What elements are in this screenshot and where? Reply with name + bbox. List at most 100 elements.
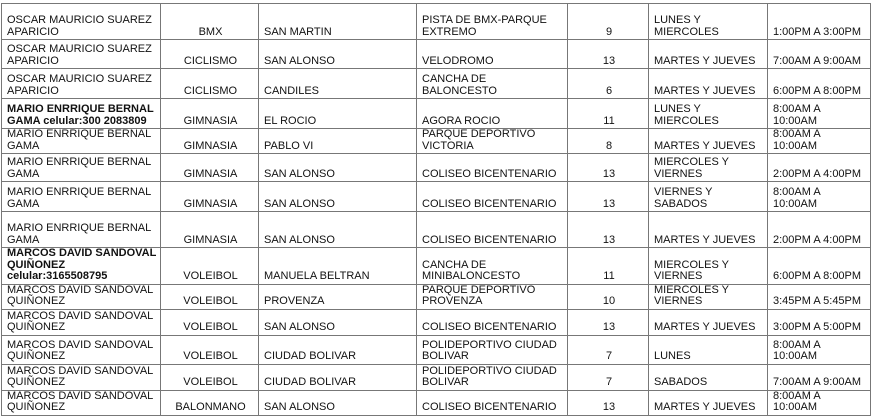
- instructor-cell: MARIO ENRRIQUE BERNAL GAMA: [1, 181, 161, 212]
- time-cell: 7:00AM A 9:00AM: [767, 363, 871, 391]
- days-cell: LUNES Y MIERCOLES: [648, 3, 768, 40]
- venue-cell: COLISEO BICENTENARIO: [416, 211, 568, 248]
- days-cell: MARTES Y JUEVES: [648, 128, 768, 154]
- venue-cell: PISTA DE BMX-PARQUE EXTREMO: [416, 3, 568, 40]
- instructor-cell: MARCOS DAVID SANDOVAL QUIÑONEZ: [1, 334, 161, 365]
- count-cell: 6: [567, 68, 649, 99]
- barrio-cell: CIUDAD BOLIVAR: [258, 334, 417, 365]
- barrio-cell: SAN ALONSO: [258, 308, 417, 336]
- venue-cell: CANCHA DE MINIBALONCESTO: [416, 247, 568, 285]
- time-cell: 6:00PM A 8:00PM: [767, 68, 871, 99]
- table-row: OSCAR MAURICIO SUAREZ APARICIO CICLISMO CA…: [1, 68, 871, 99]
- count-cell: 7: [567, 334, 649, 365]
- barrio-cell: SAN ALONSO: [258, 39, 417, 69]
- days-cell: MARTES Y JUEVES: [648, 389, 768, 416]
- count-cell: 9: [567, 3, 649, 40]
- days-cell: MIERCOLES Y VIERNES: [648, 283, 768, 310]
- venue-cell: COLISEO BICENTENARIO: [416, 153, 568, 182]
- time-cell: 8:00AM A 10:00AM: [767, 181, 871, 212]
- venue-cell: POLIDEPORTIVO CIUDAD BOLIVAR: [416, 334, 568, 365]
- barrio-cell: PABLO VI: [258, 128, 417, 154]
- table-row: MARCOS DAVID SANDOVAL QUIÑONEZ VOLEIBOL CI…: [1, 334, 871, 365]
- barrio-cell: SAN ALONSO: [258, 181, 417, 212]
- sport-cell: BMX: [160, 3, 259, 40]
- venue-cell: POLIDEPORTIVO CIUDAD BOLIVAR: [416, 363, 568, 391]
- sport-cell: VOLEIBOL: [160, 334, 259, 365]
- venue-cell: PARQUE DEPORTIVO VICTORIA: [416, 128, 568, 154]
- barrio-cell: SAN ALONSO: [258, 211, 417, 248]
- table-row: MARIO ENRRIQUE BERNAL GAMA celular:300 2…: [1, 98, 871, 129]
- time-cell: 7:00AM A 9:00AM: [767, 39, 871, 69]
- time-cell: 2:00PM A 4:00PM: [767, 211, 871, 248]
- time-cell: 8:00AM A 10:00AM: [767, 98, 871, 129]
- barrio-cell: CIUDAD BOLIVAR: [258, 363, 417, 391]
- sport-cell: CICLISMO: [160, 68, 259, 99]
- sport-cell: GIMNASIA: [160, 211, 259, 248]
- table-row: MARIO ENRRIQUE BERNAL GAMA GIMNASIA PABLO …: [1, 128, 871, 154]
- venue-cell: COLISEO BICENTENARIO: [416, 308, 568, 336]
- count-cell: 13: [567, 389, 649, 416]
- venue-cell: PARQUE DEPORTIVO PROVENZA: [416, 283, 568, 310]
- sport-cell: VOLEIBOL: [160, 308, 259, 336]
- days-cell: MIERCOLES Y VIERNES: [648, 153, 768, 182]
- venue-cell: CANCHA DE BALONCESTO: [416, 68, 568, 99]
- time-cell: 6:00PM A 8:00PM: [767, 247, 871, 285]
- time-cell: 3:45PM A 5:45PM: [767, 283, 871, 310]
- count-cell: 13: [567, 181, 649, 212]
- table-row: OSCAR MAURICIO SUAREZ APARICIO BMX SAN MAR…: [1, 3, 871, 40]
- days-cell: MARTES Y JUEVES: [648, 68, 768, 99]
- days-cell: LUNES Y MIERCOLES: [648, 98, 768, 129]
- instructor-cell: MARIO ENRRIQUE BERNAL GAMA: [1, 211, 161, 248]
- table-row: MARCOS DAVID SANDOVAL QUIÑONEZ celular:3…: [1, 247, 871, 285]
- sport-cell: GIMNASIA: [160, 181, 259, 212]
- time-cell: 3:00PM A 5:00PM: [767, 308, 871, 336]
- days-cell: SABADOS: [648, 363, 768, 391]
- schedule-table: OSCAR MAURICIO SUAREZ APARICIO BMX SAN MAR…: [1, 3, 871, 416]
- barrio-cell: SAN ALONSO: [258, 153, 417, 182]
- table-row: MARIO ENRRIQUE BERNAL GAMA GIMNASIA SAN AL…: [1, 153, 871, 182]
- sport-cell: GIMNASIA: [160, 98, 259, 129]
- count-cell: 10: [567, 283, 649, 310]
- barrio-cell: CANDILES: [258, 68, 417, 99]
- time-cell: 8:00AM A 10:00AM: [767, 334, 871, 365]
- sport-cell: CICLISMO: [160, 39, 259, 69]
- count-cell: 13: [567, 153, 649, 182]
- table-row: MARCOS DAVID SANDOVAL QUIÑONEZ VOLEIBOL CI…: [1, 363, 871, 391]
- count-cell: 13: [567, 39, 649, 69]
- table-row: MARCOS DAVID SANDOVAL QUIÑONEZ BALONMANO S…: [1, 389, 871, 416]
- venue-cell: VELODROMO: [416, 39, 568, 69]
- time-cell: 8:00AM A 10:00AM: [767, 128, 871, 154]
- instructor-cell: MARIO ENRRIQUE BERNAL GAMA: [1, 153, 161, 182]
- instructor-cell: MARCOS DAVID SANDOVAL QUIÑONEZ: [1, 283, 161, 310]
- barrio-cell: EL ROCIO: [258, 98, 417, 129]
- days-cell: MARTES Y JUEVES: [648, 211, 768, 248]
- instructor-cell: MARCOS DAVID SANDOVAL QUIÑONEZ: [1, 389, 161, 416]
- days-cell: MARTES Y JUEVES: [648, 39, 768, 69]
- count-cell: 13: [567, 308, 649, 336]
- venue-cell: COLISEO BICENTENARIO: [416, 389, 568, 416]
- count-cell: 11: [567, 98, 649, 129]
- barrio-cell: PROVENZA: [258, 283, 417, 310]
- table-row: MARCOS DAVID SANDOVAL QUIÑONEZ VOLEIBOL SA…: [1, 308, 871, 336]
- sport-cell: VOLEIBOL: [160, 283, 259, 310]
- venue-cell: AGORA ROCIO: [416, 98, 568, 129]
- sport-cell: VOLEIBOL: [160, 247, 259, 285]
- sport-cell: GIMNASIA: [160, 128, 259, 154]
- instructor-cell: MARCOS DAVID SANDOVAL QUIÑONEZ: [1, 308, 161, 336]
- table-row: MARCOS DAVID SANDOVAL QUIÑONEZ VOLEIBOL PR…: [1, 283, 871, 310]
- count-cell: 8: [567, 128, 649, 154]
- instructor-cell: MARCOS DAVID SANDOVAL QUIÑONEZ: [1, 363, 161, 391]
- instructor-cell: OSCAR MAURICIO SUAREZ APARICIO: [1, 68, 161, 99]
- sport-cell: VOLEIBOL: [160, 363, 259, 391]
- instructor-cell: OSCAR MAURICIO SUAREZ APARICIO: [1, 39, 161, 69]
- instructor-cell: MARIO ENRRIQUE BERNAL GAMA celular:300 2…: [1, 98, 161, 129]
- count-cell: 7: [567, 363, 649, 391]
- days-cell: VIERNES Y SABADOS: [648, 181, 768, 212]
- time-cell: 1:00PM A 3:00PM: [767, 3, 871, 40]
- table-row: MARIO ENRRIQUE BERNAL GAMA GIMNASIA SAN AL…: [1, 211, 871, 248]
- barrio-cell: SAN ALONSO: [258, 389, 417, 416]
- table-row: OSCAR MAURICIO SUAREZ APARICIO CICLISMO SA…: [1, 39, 871, 69]
- days-cell: MIERCOLES Y VIERNES: [648, 247, 768, 285]
- count-cell: 13: [567, 211, 649, 248]
- barrio-cell: SAN MARTIN: [258, 3, 417, 40]
